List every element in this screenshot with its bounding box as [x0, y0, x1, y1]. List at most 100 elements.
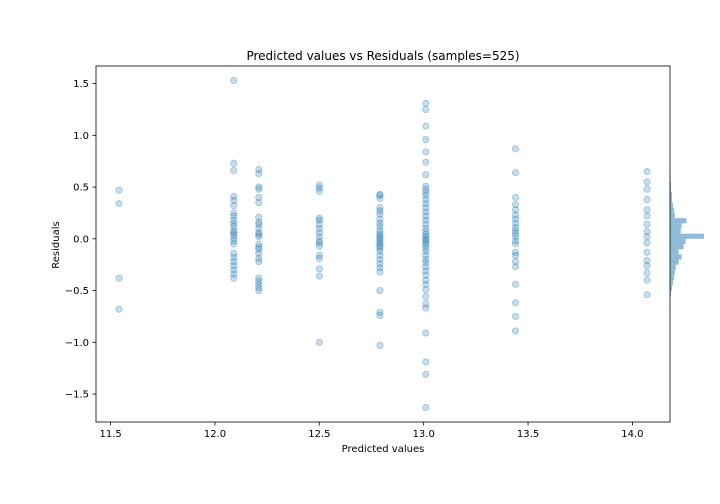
data-point	[422, 185, 430, 193]
data-point	[643, 212, 651, 220]
data-point	[422, 233, 430, 241]
data-point	[511, 248, 520, 256]
data-point	[376, 240, 384, 248]
data-point	[422, 227, 430, 236]
data-point	[422, 224, 430, 233]
data-point	[643, 178, 651, 186]
data-point	[376, 230, 384, 238]
data-point	[255, 257, 263, 266]
data-point	[255, 249, 263, 257]
data-point	[376, 226, 384, 235]
data-point	[422, 182, 430, 190]
data-point	[422, 191, 430, 199]
histogram-bar	[670, 264, 676, 270]
histogram-bar	[670, 218, 687, 224]
data-point	[230, 270, 238, 278]
data-point	[376, 255, 384, 264]
data-point	[643, 291, 651, 299]
chart-title: Predicted values vs Residuals (samples=5…	[246, 49, 519, 63]
data-point	[376, 190, 384, 198]
data-point	[255, 193, 263, 202]
data-point	[376, 191, 384, 199]
data-point	[643, 167, 651, 176]
data-point	[376, 311, 384, 320]
data-point	[315, 233, 323, 241]
data-point	[230, 76, 238, 85]
data-point	[255, 280, 263, 288]
y-axis-ticks: −1.5 −1.0 −0.5 0.0 0.5 1.0 1.5	[65, 79, 96, 401]
data-point	[230, 226, 238, 235]
data-point	[376, 286, 384, 295]
data-point	[230, 166, 238, 175]
data-point	[230, 229, 238, 237]
data-point	[422, 220, 430, 228]
data-point	[376, 308, 384, 316]
data-point	[230, 196, 238, 205]
histogram-bar	[670, 269, 675, 276]
data-point	[230, 257, 238, 266]
data-point	[422, 329, 430, 337]
data-point	[422, 235, 430, 243]
histogram-bar	[670, 197, 672, 203]
data-point	[422, 171, 430, 179]
data-point	[255, 224, 263, 233]
x-tick-label: 13.0	[413, 429, 435, 440]
data-point	[422, 216, 430, 224]
data-point	[230, 219, 238, 227]
data-point	[422, 241, 430, 249]
data-point	[511, 201, 520, 209]
data-point	[422, 259, 430, 267]
data-point	[422, 244, 430, 252]
data-point	[255, 277, 263, 285]
data-point	[422, 231, 430, 239]
x-tick-label: 12.5	[308, 429, 330, 440]
data-point	[376, 204, 384, 212]
data-point	[376, 242, 384, 250]
data-point	[255, 243, 263, 251]
data-point	[230, 222, 238, 231]
data-point	[230, 234, 238, 242]
histogram-bar	[670, 275, 674, 281]
data-point	[230, 192, 238, 200]
data-point	[511, 263, 520, 271]
data-point	[511, 215, 520, 223]
data-point	[315, 224, 323, 233]
y-tick-label: 0.5	[73, 183, 89, 194]
x-tick-label: 11.5	[99, 429, 121, 440]
data-point	[315, 237, 323, 245]
data-point	[255, 240, 263, 248]
data-point	[255, 274, 263, 282]
data-point	[511, 312, 520, 321]
data-point	[230, 266, 238, 274]
data-point	[422, 271, 430, 279]
x-tick-label: 13.5	[517, 429, 539, 440]
data-point	[511, 233, 520, 241]
data-point	[255, 213, 263, 221]
data-point	[422, 135, 430, 144]
histogram-bar	[670, 290, 671, 296]
data-point	[511, 251, 520, 259]
data-point	[422, 208, 430, 216]
data-point	[422, 255, 430, 264]
x-axis-ticks: 11.5 12.0 12.5 13.0 13.5 14.0	[99, 422, 644, 440]
data-point	[230, 262, 238, 270]
data-point	[422, 148, 430, 156]
data-point	[255, 218, 263, 226]
data-point	[422, 105, 430, 114]
data-point	[422, 251, 430, 259]
data-point	[422, 239, 430, 247]
data-point	[315, 272, 323, 280]
data-point	[643, 269, 651, 277]
data-point	[376, 247, 384, 255]
data-point	[315, 338, 323, 346]
data-point	[643, 227, 651, 236]
data-point	[422, 247, 430, 255]
data-point	[376, 244, 384, 252]
data-point	[511, 211, 520, 219]
data-point	[315, 239, 323, 247]
y-axis-label: Residuals	[51, 221, 62, 268]
y-tick-label: −0.5	[65, 286, 89, 297]
data-point	[376, 234, 384, 242]
data-point	[230, 240, 238, 248]
data-point	[643, 262, 651, 270]
